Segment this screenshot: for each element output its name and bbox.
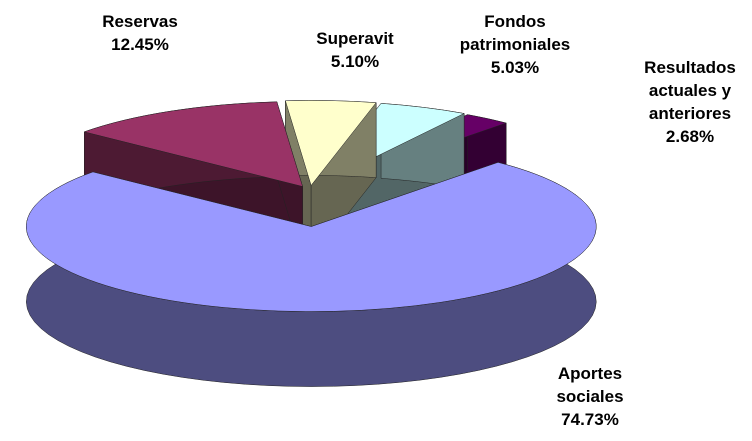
slice-top [83, 101, 303, 187]
slice-label: Resultados actuales y anteriores 2.68% [633, 56, 748, 148]
slice-top [285, 100, 377, 186]
category-name: Resultados actuales y anteriores [644, 58, 736, 123]
value-label: 5.10% [330, 52, 380, 71]
value-label: 12.45% [111, 35, 169, 54]
value-label: 74.73% [561, 410, 619, 429]
slice-top [26, 162, 597, 312]
category-name: Fondos patrimoniales [459, 12, 571, 54]
slice-label: Fondos patrimoniales 5.03% [450, 10, 580, 79]
value-label: 5.03% [490, 58, 540, 77]
value-label: 2.68% [665, 127, 715, 146]
category-name: Reservas [102, 12, 178, 31]
category-name: Superavit [316, 29, 394, 48]
slice-label: Reservas 12.45% [75, 10, 205, 56]
pie-slice [26, 162, 597, 387]
category-name: Aportes sociales [556, 364, 624, 406]
slice-label: Aportes sociales 74.73% [540, 362, 640, 431]
slice-label: Superavit 5.10% [300, 27, 410, 73]
